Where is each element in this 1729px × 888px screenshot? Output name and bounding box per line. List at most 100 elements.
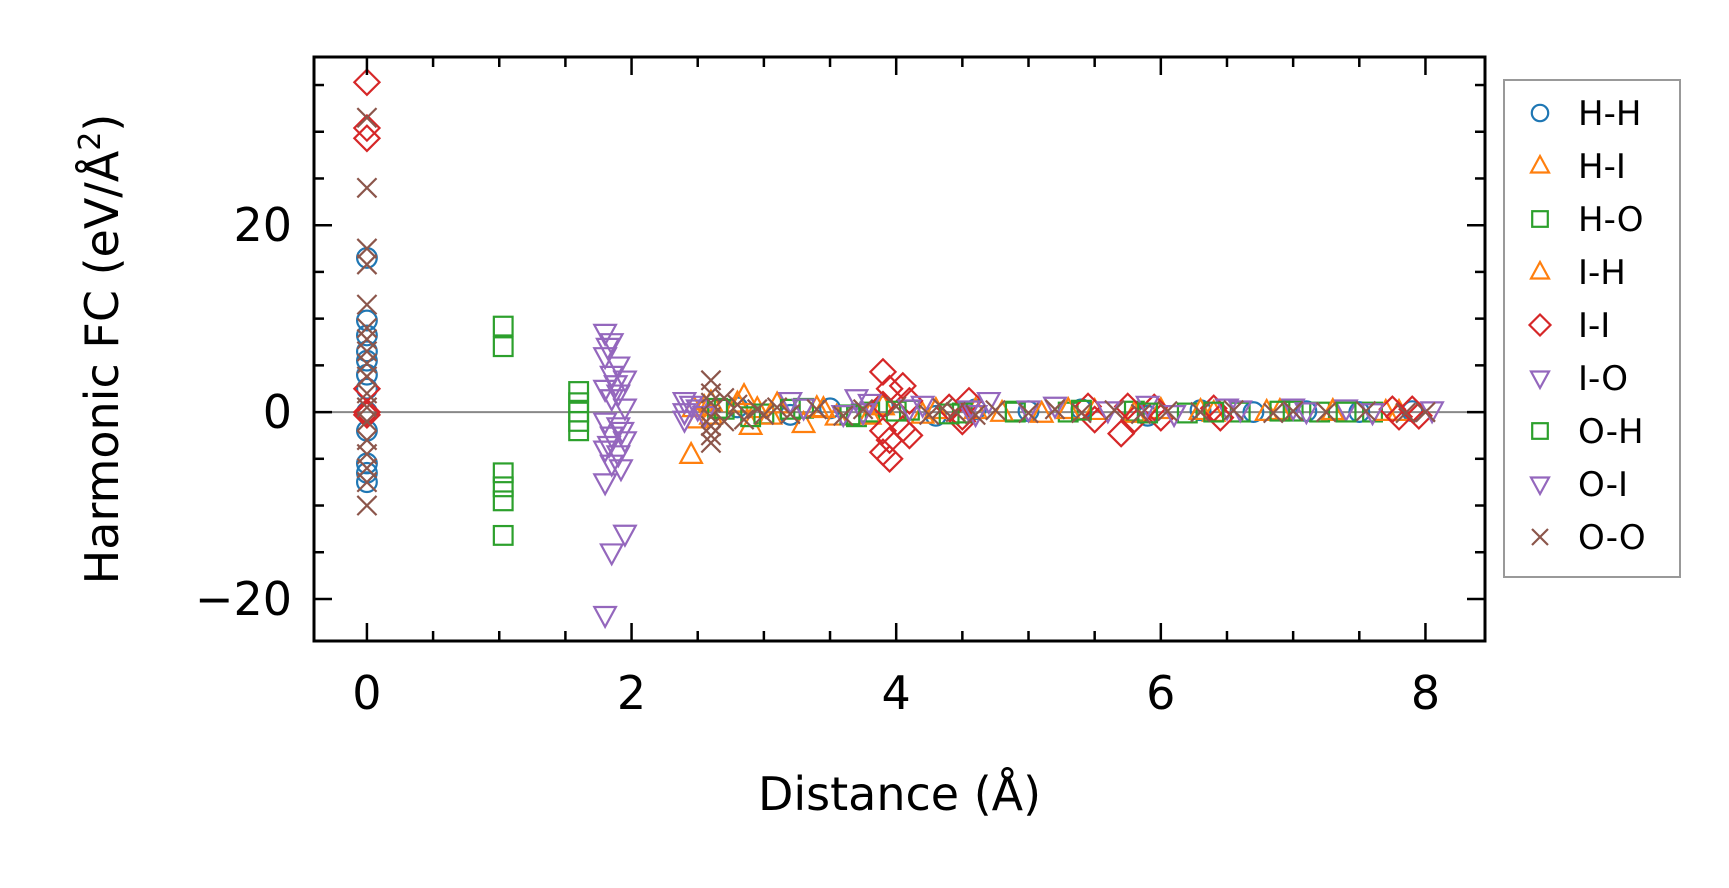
data-point bbox=[1315, 401, 1337, 423]
data-point bbox=[1029, 399, 1055, 423]
data-point bbox=[599, 543, 625, 567]
data-point bbox=[356, 317, 378, 339]
data-point bbox=[852, 398, 874, 420]
data-point bbox=[1176, 402, 1198, 424]
series-h-h bbox=[355, 246, 1424, 494]
data-point bbox=[356, 294, 378, 315]
data-point bbox=[356, 471, 378, 493]
data-point bbox=[492, 462, 514, 484]
legend-entry: O-O bbox=[1531, 518, 1646, 558]
data-point bbox=[1395, 402, 1416, 424]
data-point bbox=[857, 393, 883, 418]
plot-frame bbox=[312, 55, 1487, 643]
legend-label: H-O bbox=[1578, 200, 1644, 240]
data-point bbox=[700, 406, 722, 428]
data-point bbox=[868, 357, 898, 387]
data-point bbox=[568, 381, 590, 402]
data-point bbox=[356, 107, 378, 129]
axis-ticks: 0 2 4 6 8 −20 0 20 bbox=[195, 57, 1485, 720]
data-point bbox=[1335, 401, 1357, 423]
data-point bbox=[678, 440, 704, 464]
data-point bbox=[592, 473, 618, 497]
y-tick-label: 0 bbox=[263, 385, 292, 439]
legend-entry: I-I bbox=[1527, 306, 1610, 346]
y-axis-title: Harmonic FC (eV/Å2) bbox=[73, 114, 129, 585]
data-point bbox=[356, 177, 378, 199]
data-point bbox=[1206, 403, 1235, 432]
data-point bbox=[766, 397, 788, 418]
y-axis-title-superscript: 2 bbox=[73, 132, 108, 151]
data-point bbox=[1333, 399, 1359, 423]
data-point bbox=[727, 394, 748, 415]
data-point bbox=[700, 383, 722, 404]
y-tick-label: −20 bbox=[195, 572, 292, 626]
data-point bbox=[713, 411, 735, 432]
data-point bbox=[671, 410, 698, 434]
data-point bbox=[355, 471, 378, 494]
x-tick-label: 4 bbox=[882, 666, 911, 720]
data-point bbox=[355, 309, 378, 332]
data-point bbox=[352, 68, 382, 97]
data-point bbox=[603, 375, 629, 399]
legend-entry: I-H bbox=[1529, 253, 1626, 293]
series-h-o bbox=[492, 315, 1383, 546]
data-point bbox=[713, 387, 735, 409]
y-axis-title-main: Harmonic FC (eV/Å bbox=[75, 150, 129, 584]
legend-label: H-H bbox=[1578, 94, 1641, 134]
legend: H-H H-I H-O I-H I-I I-O O-H O-I O-O bbox=[1503, 79, 1681, 578]
data-point bbox=[830, 405, 856, 429]
data-point bbox=[356, 495, 378, 516]
legend-marker bbox=[1530, 103, 1550, 123]
legend-label: H-I bbox=[1578, 147, 1626, 187]
data-point bbox=[1282, 400, 1304, 422]
data-point bbox=[612, 524, 638, 548]
data-point bbox=[1018, 402, 1039, 424]
data-point bbox=[1355, 400, 1377, 422]
data-point bbox=[356, 366, 378, 387]
data-point bbox=[492, 490, 514, 512]
legend-entry: H-H bbox=[1530, 94, 1641, 134]
legend-label: I-I bbox=[1578, 306, 1610, 346]
series-o-o bbox=[356, 107, 1436, 516]
data-point bbox=[1015, 400, 1042, 424]
data-point bbox=[700, 432, 722, 454]
data-point bbox=[790, 398, 817, 422]
data-point bbox=[885, 396, 907, 417]
legend-marker bbox=[1527, 312, 1553, 338]
data-point bbox=[605, 384, 631, 408]
x-tick-label: 0 bbox=[352, 666, 381, 720]
data-point bbox=[356, 238, 378, 259]
data-point bbox=[1262, 402, 1284, 424]
data-point bbox=[1223, 399, 1244, 421]
data-point bbox=[945, 401, 967, 423]
x-tick-label: 8 bbox=[1411, 666, 1440, 720]
data-point bbox=[1203, 401, 1225, 423]
data-point bbox=[875, 444, 904, 473]
data-point bbox=[857, 401, 883, 425]
data-point bbox=[1293, 402, 1320, 426]
legend-label: O-O bbox=[1578, 518, 1646, 558]
legend-marker bbox=[1529, 153, 1551, 174]
series-o-i bbox=[595, 337, 1386, 483]
y-axis-title-tail: ) bbox=[75, 114, 129, 132]
data-point bbox=[608, 459, 634, 483]
data-point bbox=[1070, 399, 1092, 421]
data-point bbox=[733, 409, 755, 430]
data-point bbox=[806, 398, 828, 420]
legend-marker bbox=[1531, 528, 1549, 546]
data-point bbox=[985, 399, 1006, 421]
legend-marker bbox=[1531, 210, 1549, 228]
legend-label: I-O bbox=[1578, 359, 1628, 399]
data-point bbox=[612, 431, 638, 455]
data-point bbox=[753, 404, 775, 426]
data-point bbox=[700, 415, 722, 437]
data-point bbox=[599, 333, 625, 357]
data-point bbox=[352, 113, 382, 143]
data-point bbox=[1190, 401, 1211, 423]
series-h-i bbox=[678, 381, 1412, 464]
data-point bbox=[1042, 396, 1068, 420]
data-point bbox=[832, 405, 854, 427]
data-point bbox=[492, 336, 514, 358]
data-point bbox=[355, 340, 378, 363]
